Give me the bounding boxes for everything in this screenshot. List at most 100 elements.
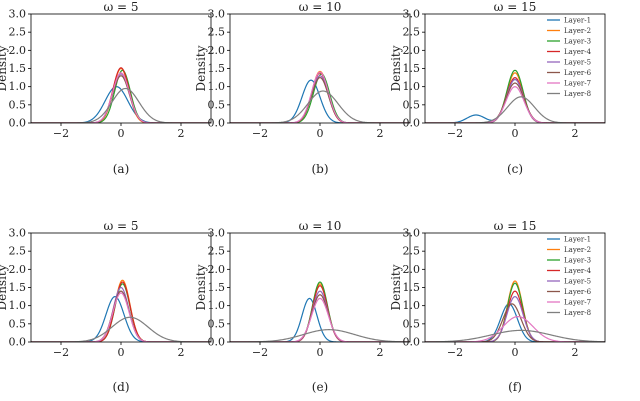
panel-caption: (c)	[506, 162, 524, 176]
y-tick-label: 1.0	[403, 80, 421, 93]
x-tick-label: 0	[118, 127, 125, 140]
series-line-layer-4	[31, 281, 211, 342]
y-tick-label: 1.5	[208, 281, 226, 294]
series-line-layer-6	[230, 76, 410, 123]
legend: Layer-1 Layer-2 Layer-3 Layer-4 Layer-5 Layer…	[547, 17, 592, 98]
series-line-layer-5	[425, 78, 605, 123]
legend-label: Layer-6	[564, 288, 592, 296]
series-line-layer-7	[425, 315, 605, 342]
y-tick-label: 0.0	[403, 117, 421, 130]
x-tick-label: 2	[572, 346, 579, 359]
density-panel: −2 0 2 0.0 0.5 1.0 1.5 2.0 2.5 3.0 Density ω = 10	[194, 0, 411, 140]
series-line-layer-5	[425, 295, 605, 342]
series-line-layer-7	[230, 297, 410, 342]
y-tick-label: 3.0	[208, 8, 226, 21]
series-line-layer-3	[230, 73, 410, 123]
legend-label: Layer-5	[564, 278, 591, 286]
series-line-layer-3	[31, 69, 211, 123]
series-line-layer-8	[425, 96, 605, 123]
series-line-layer-4	[425, 290, 605, 342]
series-line-layer-8	[425, 329, 605, 342]
panel-caption: (f)	[508, 380, 522, 394]
series-line-layer-2	[425, 280, 605, 342]
y-tick-label: 2.5	[9, 245, 27, 258]
panel-title: ω = 10	[299, 219, 342, 233]
series-line-layer-2	[230, 70, 410, 123]
panel-caption: (b)	[311, 162, 329, 176]
x-tick-label: −2	[53, 127, 69, 140]
y-tick-label: 2.0	[9, 44, 27, 57]
y-tick-label: 2.0	[9, 263, 27, 276]
y-tick-label: 3.0	[208, 227, 226, 240]
density-panel: −2 0 2 0.0 0.5 1.0 1.5 2.0 2.5 3.0 Density ω = 15 La…	[389, 0, 606, 140]
legend-label: Layer-5	[564, 59, 591, 67]
legend-label: Layer-2	[564, 246, 591, 254]
series-line-layer-3	[425, 69, 605, 123]
x-tick-label: 2	[178, 127, 185, 140]
series-line-layer-1	[31, 295, 211, 342]
x-tick-label: 0	[317, 346, 324, 359]
plot-frame	[229, 13, 411, 124]
series-line-layer-8	[230, 329, 410, 342]
y-tick-label: 1.0	[208, 299, 226, 312]
y-tick-label: 1.5	[403, 281, 421, 294]
series-line-layer-2	[31, 67, 211, 123]
y-tick-label: 0.0	[403, 336, 421, 349]
legend-label: Layer-4	[564, 267, 592, 275]
y-tick-label: 2.5	[403, 245, 421, 258]
y-tick-label: 1.0	[9, 299, 27, 312]
series-line-layer-6	[230, 294, 410, 342]
density-panel: −2 0 2 0.0 0.5 1.0 1.5 2.0 2.5 3.0 Density ω = 10	[194, 219, 411, 359]
series-line-layer-6	[425, 82, 605, 123]
y-tick-label: 1.0	[208, 80, 226, 93]
series-line-layer-5	[31, 73, 211, 123]
y-tick-label: 3.0	[403, 8, 421, 21]
series-line-layer-2	[425, 72, 605, 123]
legend-label: Layer-8	[564, 309, 591, 317]
series-line-layer-7	[31, 292, 211, 342]
panel-title: ω = 15	[494, 219, 537, 233]
x-tick-label: −2	[53, 346, 69, 359]
y-tick-label: 1.0	[9, 80, 27, 93]
x-tick-label: 2	[377, 346, 384, 359]
x-tick-label: 0	[512, 346, 519, 359]
series-line-layer-5	[230, 290, 410, 342]
series-line-layer-4	[425, 76, 605, 123]
y-tick-label: 3.0	[9, 227, 27, 240]
y-tick-label: 3.0	[403, 227, 421, 240]
x-tick-label: −2	[252, 127, 268, 140]
y-axis-label: Density	[0, 45, 9, 91]
legend: Layer-1 Layer-2 Layer-3 Layer-4 Layer-5 Layer…	[547, 236, 592, 317]
legend-label: Layer-7	[564, 299, 591, 307]
series-line-layer-4	[31, 67, 211, 123]
series-line-layer-1	[230, 79, 410, 123]
x-tick-label: 0	[317, 127, 324, 140]
density-panel: −2 0 2 0.0 0.5 1.0 1.5 2.0 2.5 3.0 Density ω = 5	[0, 219, 212, 359]
y-tick-label: 2.5	[208, 26, 226, 39]
series-line-layer-5	[31, 286, 211, 342]
y-axis-label: Density	[0, 264, 9, 310]
y-tick-label: 0.5	[208, 98, 226, 111]
series-line-layer-2	[31, 279, 211, 342]
series-line-layer-4	[230, 72, 410, 123]
panel-caption: (e)	[311, 380, 329, 394]
legend-label: Layer-6	[564, 69, 592, 77]
series-line-layer-6	[425, 303, 605, 342]
series-line-layer-1	[425, 303, 605, 342]
x-tick-label: 2	[178, 346, 185, 359]
series-line-layer-3	[230, 281, 410, 342]
series-line-layer-8	[31, 87, 211, 123]
y-tick-label: 0.5	[208, 317, 226, 330]
legend-label: Layer-7	[564, 80, 591, 88]
y-tick-label: 2.0	[403, 44, 421, 57]
panel-title: ω = 15	[494, 0, 537, 14]
y-tick-label: 0.0	[208, 336, 226, 349]
legend-label: Layer-3	[564, 38, 591, 46]
y-axis-label: Density	[389, 45, 403, 91]
y-tick-label: 0.0	[9, 336, 27, 349]
y-tick-label: 2.0	[403, 263, 421, 276]
panel-caption: (d)	[112, 380, 130, 394]
series-line-layer-5	[230, 75, 410, 123]
x-tick-label: −2	[252, 346, 268, 359]
